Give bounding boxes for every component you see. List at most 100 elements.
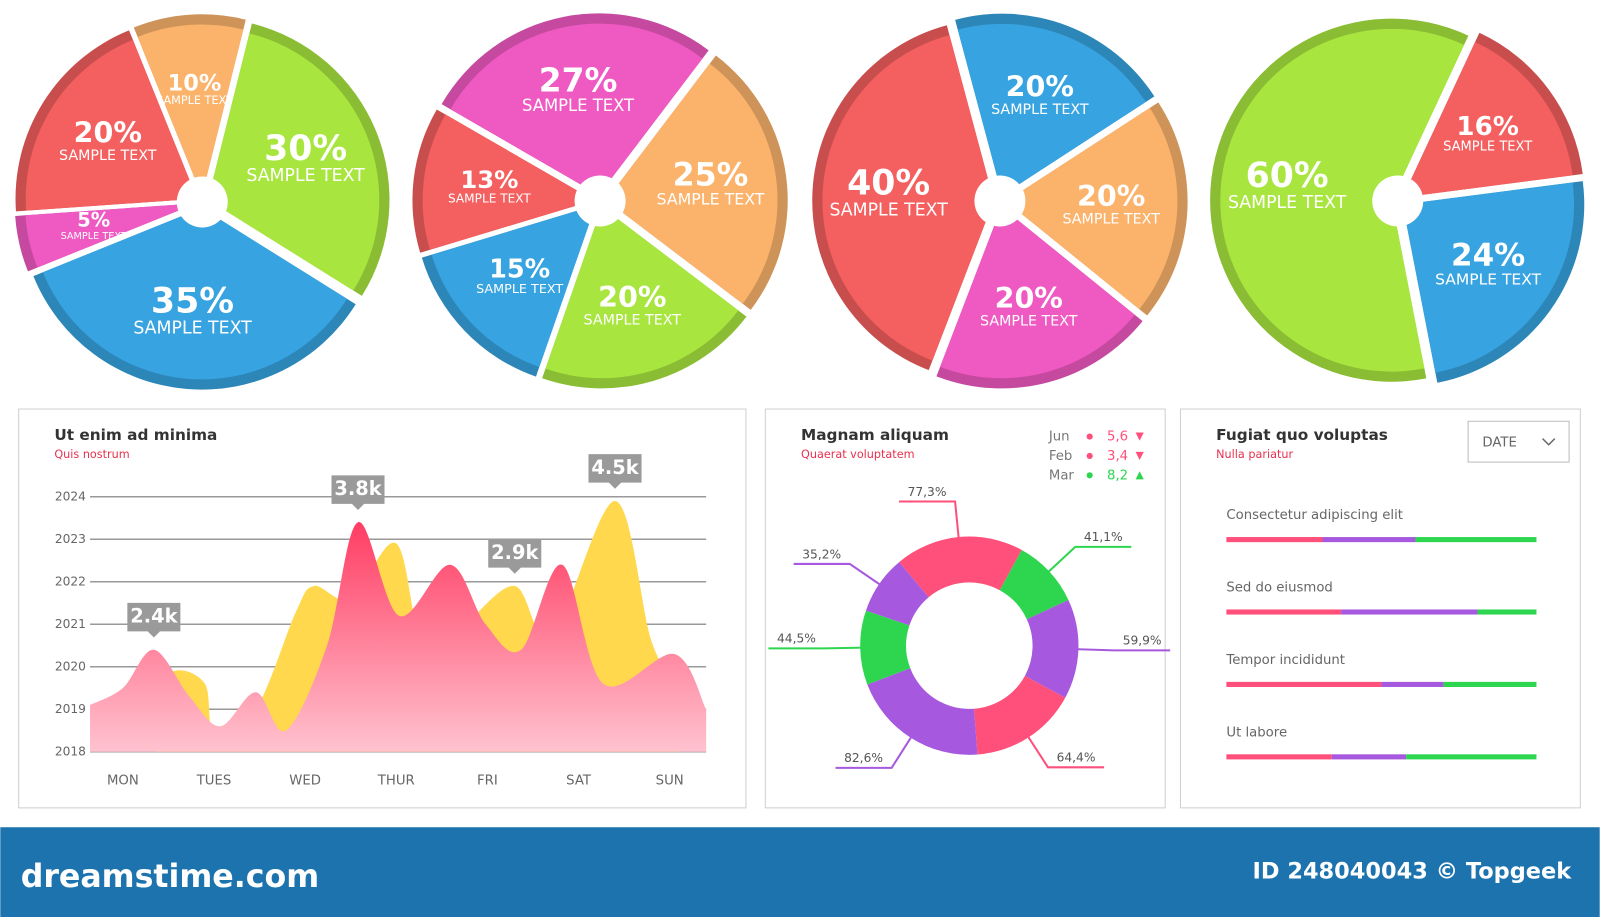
y-tick-label: 2021 <box>55 617 86 631</box>
panel-title: Magnam aliquam <box>801 426 949 444</box>
pie-category-label: SAMPLE TEXT <box>657 190 765 209</box>
dropdown-label[interactable]: DATE <box>1482 436 1516 451</box>
callout-box <box>488 539 542 574</box>
pie-value-label: 60% <box>1246 156 1329 196</box>
panel <box>1179 408 1581 809</box>
pie-segment <box>957 23 1146 196</box>
donut-value-label: 41,1% <box>1084 530 1123 544</box>
pie-segment <box>822 35 994 361</box>
x-tick-label: FRI <box>477 773 498 788</box>
donut-value-label: 82,6% <box>844 751 883 765</box>
bar-segment <box>1443 681 1537 687</box>
stat-dot <box>1086 452 1093 460</box>
pie-value-label: 10% <box>168 71 222 97</box>
x-tick-label: TUES <box>196 773 232 788</box>
donut-value-label: 64,4% <box>1057 751 1096 765</box>
bar-label: Sed do eiusmod <box>1226 581 1332 596</box>
pie-hole <box>176 176 228 228</box>
pie-category-label: SAMPLE TEXT <box>448 192 531 206</box>
pie-value-label: 35% <box>151 282 234 322</box>
pie-segment <box>1220 28 1465 372</box>
pie-category-label: SAMPLE TEXT <box>980 313 1078 329</box>
x-tick-label: THUR <box>377 773 415 788</box>
pie-value-label: 20% <box>1006 69 1074 103</box>
stat-trend <box>1135 471 1144 480</box>
pie-value-label: 5% <box>77 209 110 232</box>
callout-label: 2.9k <box>491 541 539 564</box>
brand: dreamstime.com <box>21 859 319 895</box>
pie-segment <box>940 206 1135 379</box>
bar-segment <box>1406 754 1537 760</box>
bar-segment <box>1415 537 1537 543</box>
pie-category-label: SAMPLE TEXT <box>1443 139 1532 154</box>
pie-value-label: 16% <box>1456 112 1519 142</box>
pie-value-label: 20% <box>995 281 1063 315</box>
leader-line <box>1025 733 1105 769</box>
panel-subtitle: Quaerat voluptatem <box>801 448 915 461</box>
donut-value-label: 44,5% <box>777 632 816 646</box>
bar-label: Ut labore <box>1226 725 1287 740</box>
pie-segment <box>545 206 739 379</box>
pie-segment <box>1402 42 1573 198</box>
pie-category-label: SAMPLE TEXT <box>133 319 252 339</box>
panel-title: Ut enim ad minima <box>54 426 217 444</box>
y-tick-label: 2024 <box>55 489 86 503</box>
pie-category-label: SAMPLE TEXT <box>59 148 157 164</box>
stat-dot <box>1086 433 1093 440</box>
pie-segment <box>25 39 198 211</box>
dropdown-chevron[interactable] <box>1542 438 1556 446</box>
bar-label: Tempor incididunt <box>1225 653 1345 668</box>
pie-category-label: SAMPLE TEXT <box>522 96 635 115</box>
stat-label: Mar <box>1049 468 1075 483</box>
donut-segment <box>999 549 1069 620</box>
pie-segment <box>137 24 244 196</box>
donut-value-label: 59,9% <box>1123 634 1162 648</box>
callout-label: 2.4k <box>130 605 178 628</box>
y-tick-label: 2018 <box>55 744 86 758</box>
stat-label: Feb <box>1049 449 1072 464</box>
stat-trend <box>1135 451 1144 461</box>
panel-subtitle: Nulla pariatur <box>1216 448 1293 461</box>
stat-label: Jun <box>1048 430 1070 445</box>
stat-trend <box>1135 432 1144 441</box>
pie-value-label: 20% <box>1077 179 1145 213</box>
x-tick-label: WED <box>289 773 321 788</box>
callout-box <box>127 602 181 638</box>
footer-bar <box>0 827 1600 917</box>
pie-hole <box>974 175 1026 227</box>
pie-category-label: SAMPLE TEXT <box>829 201 948 221</box>
leader-line <box>835 733 914 769</box>
pie-category-label: SAMPLE TEXT <box>1435 271 1541 289</box>
stat-value: 8,2 <box>1107 468 1128 483</box>
bar-label: Consectetur adipiscing elit <box>1226 508 1403 523</box>
pie-segment <box>207 33 380 291</box>
donut-segment <box>974 675 1066 755</box>
donut-segment <box>860 610 911 685</box>
pie-category-label: SAMPLE TEXT <box>584 312 682 328</box>
stat-value: 5,6 <box>1107 430 1128 445</box>
y-tick-label: 2020 <box>55 659 86 673</box>
pie-segment <box>1402 182 1575 373</box>
x-tick-label: SUN <box>656 773 684 788</box>
callout-box <box>588 454 642 489</box>
y-tick-label: 2023 <box>55 532 86 546</box>
pie-value-label: 13% <box>460 165 518 194</box>
pie-category-label: SAMPLE TEXT <box>1228 193 1347 213</box>
bar-segment <box>1331 754 1407 760</box>
pie-segment <box>422 114 594 250</box>
leader-line <box>898 500 961 542</box>
x-tick-label: SAT <box>566 773 592 788</box>
pie-segment <box>25 203 197 268</box>
pie-value-label: 20% <box>598 280 666 314</box>
pie-value-label: 40% <box>847 164 930 204</box>
leader-line <box>1045 545 1132 575</box>
leader-line <box>793 562 884 588</box>
callout-label: 3.8k <box>334 477 382 500</box>
pie-category-label: SAMPLE TEXT <box>61 231 127 242</box>
pie-category-label: SAMPLE TEXT <box>1062 212 1160 228</box>
credit: ID 248040043 © Topgeek <box>1253 859 1573 885</box>
pie-value-label: 30% <box>264 129 347 169</box>
pie-segment <box>1006 107 1178 310</box>
donut-segment <box>867 668 978 755</box>
